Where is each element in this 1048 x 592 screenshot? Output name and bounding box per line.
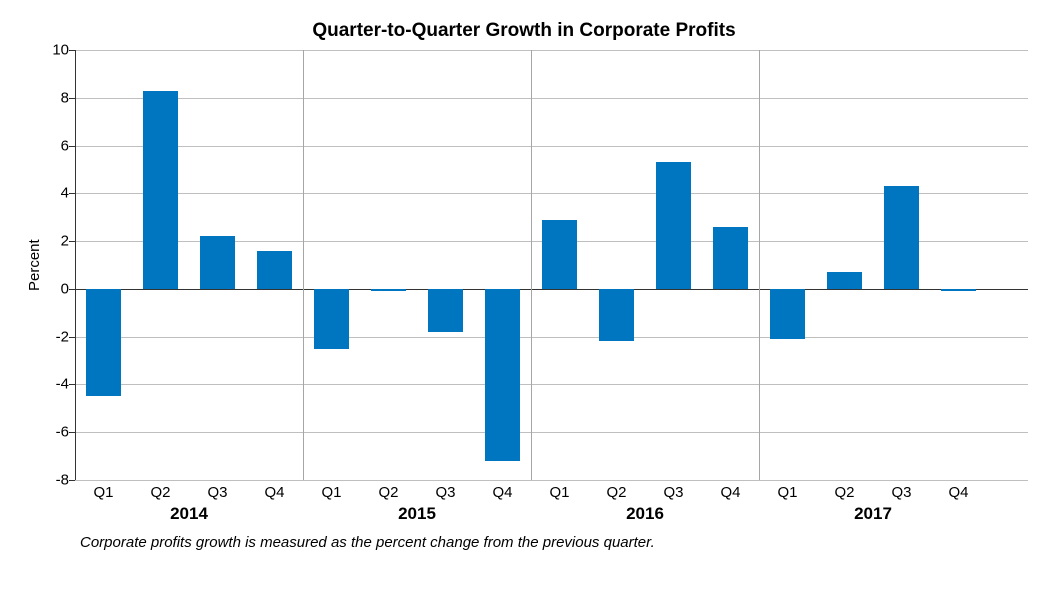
y-tick-label: 10 [52, 42, 69, 59]
x-quarter-label: Q3 [663, 484, 683, 501]
x-quarter-label: Q3 [435, 484, 455, 501]
bar [542, 220, 577, 289]
x-quarter-label: Q2 [150, 484, 170, 501]
y-axis-line [75, 50, 76, 480]
bar [884, 186, 919, 289]
x-year-label: 2016 [626, 504, 664, 524]
bar [941, 289, 976, 291]
x-quarter-label: Q4 [720, 484, 740, 501]
corporate-profits-chart: Quarter-to-Quarter Growth in Corporate P… [20, 20, 1028, 572]
x-axis-labels: Q1 Q2 Q3 Q4 Q1 Q2 Q3 Q4 Q1 Q2 Q3 Q4 Q1 Q2 Q3 Q4 2014 2015… [75, 480, 987, 530]
x-quarter-label: Q2 [834, 484, 854, 501]
gridline-h [75, 432, 1028, 433]
plot-wrapper: Percent -8-6-4-20246810 [20, 50, 1028, 480]
x-quarter-label: Q2 [606, 484, 626, 501]
gridline-h [75, 337, 1028, 338]
bar [599, 289, 634, 342]
y-axis-ticks: -8-6-4-20246810 [43, 50, 75, 480]
bar [713, 227, 748, 289]
y-tick-label: -8 [56, 472, 69, 489]
bar [314, 289, 349, 349]
x-quarter-label: Q2 [378, 484, 398, 501]
bar [827, 272, 862, 289]
bar [143, 91, 178, 289]
chart-title: Quarter-to-Quarter Growth in Corporate P… [20, 20, 1028, 42]
gridline-h [75, 50, 1028, 51]
year-divider [759, 50, 760, 480]
x-quarter-label: Q1 [777, 484, 797, 501]
y-tick-label: 0 [61, 280, 69, 297]
bar [428, 289, 463, 332]
y-tick-label: 2 [61, 233, 69, 250]
y-tick-label: -6 [56, 424, 69, 441]
x-quarter-label: Q1 [93, 484, 113, 501]
x-quarter-label: Q1 [321, 484, 341, 501]
bar [770, 289, 805, 339]
x-quarter-label: Q4 [948, 484, 968, 501]
y-tick-label: 6 [61, 137, 69, 154]
gridline-h [75, 384, 1028, 385]
gridline-h [75, 146, 1028, 147]
x-quarter-label: Q4 [264, 484, 284, 501]
x-quarter-label: Q1 [549, 484, 569, 501]
chart-footnote: Corporate profits growth is measured as … [80, 534, 1028, 551]
year-divider [303, 50, 304, 480]
y-tick-label: 4 [61, 185, 69, 202]
y-axis-label: Percent [20, 50, 43, 480]
x-quarter-label: Q4 [492, 484, 512, 501]
plot-area [75, 50, 1028, 480]
y-tick-label: -4 [56, 376, 69, 393]
y-tick-label: -2 [56, 328, 69, 345]
bar [656, 162, 691, 289]
zero-line [75, 289, 1028, 290]
bar [200, 236, 235, 289]
y-tick-label: 8 [61, 89, 69, 106]
x-year-label: 2015 [398, 504, 436, 524]
year-divider [531, 50, 532, 480]
x-quarter-label: Q3 [207, 484, 227, 501]
x-year-label: 2017 [854, 504, 892, 524]
bar [371, 289, 406, 291]
bar [257, 251, 292, 289]
x-quarter-label: Q3 [891, 484, 911, 501]
x-year-label: 2014 [170, 504, 208, 524]
bar [86, 289, 121, 397]
bar [485, 289, 520, 461]
gridline-h [75, 98, 1028, 99]
